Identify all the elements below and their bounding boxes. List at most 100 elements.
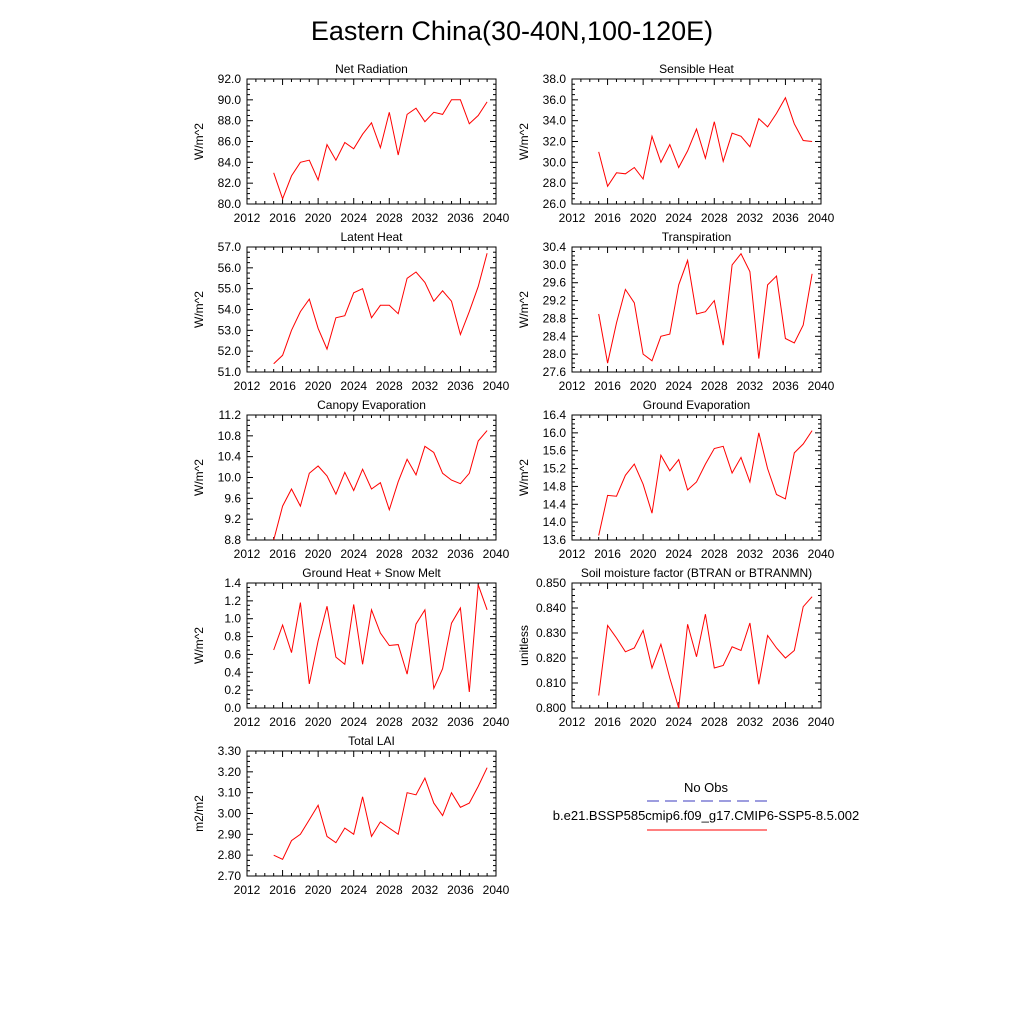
y-tick-label: 1.2: [224, 594, 241, 608]
series-line-1: [598, 96, 813, 188]
panel-title: Total LAI: [348, 734, 395, 748]
x-tick-label: 2040: [808, 715, 835, 729]
x-tick-label: 2032: [737, 715, 764, 729]
chart-panel-8: Soil moisture factor (BTRAN or BTRANMN) u…: [517, 566, 835, 729]
y-tick-label: 0.6: [224, 647, 241, 661]
x-tick-label: 2012: [234, 715, 261, 729]
x-tick-label: 2020: [630, 211, 657, 225]
figure-title: Eastern China(30-40N,100-120E): [311, 16, 713, 46]
y-tick-label: 29.6: [543, 276, 567, 290]
series-line-1: [273, 99, 488, 201]
y-tick-label: 14.0: [543, 515, 567, 529]
y-tick-label: 88.0: [218, 114, 242, 128]
panel-title: Ground Heat + Snow Melt: [302, 566, 441, 580]
y-tick-label: 57.0: [218, 240, 242, 254]
panel-title: Net Radiation: [335, 62, 408, 76]
x-tick-label: 2016: [594, 715, 621, 729]
x-tick-label: 2032: [412, 715, 439, 729]
x-tick-label: 2036: [772, 379, 799, 393]
x-tick-label: 2036: [447, 547, 474, 561]
series-line-1: [598, 252, 813, 364]
chart-panel-7: Ground Heat + Snow Melt W/m^2 2012 2016 2020…: [192, 566, 510, 729]
y-tick-label: 1.0: [224, 612, 241, 626]
y-tick-label: 90.0: [218, 93, 242, 107]
y-tick-label: 92.0: [218, 72, 242, 86]
y-tick-label: 10.0: [218, 471, 242, 485]
x-tick-label: 2020: [305, 211, 332, 225]
x-tick-label: 2012: [559, 715, 586, 729]
x-tick-label: 2036: [772, 547, 799, 561]
x-tick-label: 2016: [269, 715, 296, 729]
y-tick-label: 0.800: [536, 701, 566, 715]
y-axis-label: W/m^2: [517, 459, 531, 496]
x-tick-label: 2032: [737, 547, 764, 561]
x-tick-label: 2040: [483, 715, 510, 729]
x-tick-label: 2028: [376, 547, 403, 561]
x-tick-label: 2020: [305, 883, 332, 897]
x-tick-label: 2016: [269, 211, 296, 225]
y-tick-label: 36.0: [543, 93, 567, 107]
x-tick-label: 2012: [559, 379, 586, 393]
y-tick-label: 15.2: [543, 462, 567, 476]
series-line-1: [273, 430, 488, 541]
x-tick-label: 2012: [234, 211, 261, 225]
x-tick-label: 2016: [594, 379, 621, 393]
y-tick-label: 56.0: [218, 261, 242, 275]
y-tick-label: 0.830: [536, 626, 566, 640]
x-tick-label: 2024: [340, 883, 367, 897]
series-line-1: [598, 430, 813, 536]
x-tick-label: 2016: [269, 379, 296, 393]
x-tick-label: 2024: [340, 547, 367, 561]
x-tick-label: 2028: [376, 211, 403, 225]
y-tick-label: 9.2: [224, 512, 241, 526]
x-tick-label: 2016: [594, 547, 621, 561]
series-line-1: [598, 596, 813, 709]
y-tick-label: 3.00: [218, 807, 242, 821]
y-tick-label: 14.4: [543, 497, 567, 511]
x-tick-label: 2040: [483, 883, 510, 897]
y-tick-label: 26.0: [543, 197, 567, 211]
x-tick-label: 2012: [559, 211, 586, 225]
plot-frame: [571, 78, 822, 205]
y-tick-label: 0.2: [224, 683, 241, 697]
x-tick-label: 2024: [665, 211, 692, 225]
y-tick-label: 10.4: [218, 450, 242, 464]
y-axis-label: W/m^2: [192, 459, 206, 496]
x-tick-label: 2020: [305, 547, 332, 561]
legend-obs-label: No Obs: [684, 780, 729, 795]
x-tick-label: 2032: [737, 211, 764, 225]
y-axis-label: W/m^2: [517, 123, 531, 160]
x-tick-label: 2028: [701, 715, 728, 729]
x-tick-label: 2028: [376, 379, 403, 393]
x-tick-label: 2012: [559, 547, 586, 561]
x-tick-label: 2024: [340, 211, 367, 225]
chart-panel-9: Total LAI m2/m2 2012 2016 2020 2024 2028 2032 20…: [192, 734, 510, 897]
y-axis-label: W/m^2: [192, 627, 206, 664]
x-tick-label: 2032: [412, 211, 439, 225]
y-tick-label: 52.0: [218, 344, 242, 358]
plot-frame: [246, 78, 497, 205]
panel-title: Soil moisture factor (BTRAN or BTRANMN): [581, 566, 812, 580]
y-tick-label: 3.20: [218, 765, 242, 779]
x-tick-label: 2036: [447, 715, 474, 729]
y-tick-label: 38.0: [543, 72, 567, 86]
x-tick-label: 2032: [412, 883, 439, 897]
x-tick-label: 2040: [808, 379, 835, 393]
x-tick-label: 2012: [234, 547, 261, 561]
y-tick-label: 29.2: [543, 294, 567, 308]
y-tick-label: 1.4: [224, 576, 241, 590]
plot-frame: [246, 246, 497, 373]
y-tick-label: 51.0: [218, 365, 242, 379]
chart-panel-4: Transpiration W/m^2 2012 2016 2020 2024 2028 20…: [517, 230, 835, 393]
x-tick-label: 2040: [483, 379, 510, 393]
series-line-1: [273, 584, 488, 692]
x-tick-label: 2016: [269, 883, 296, 897]
x-tick-label: 2024: [340, 379, 367, 393]
y-tick-label: 8.8: [224, 533, 241, 547]
y-axis-label: m2/m2: [192, 795, 206, 832]
y-tick-label: 0.8: [224, 630, 241, 644]
x-tick-label: 2036: [772, 715, 799, 729]
x-tick-label: 2032: [412, 547, 439, 561]
chart-panel-3: Latent Heat W/m^2 2012 2016 2020 2024 2028 2032…: [192, 230, 510, 393]
